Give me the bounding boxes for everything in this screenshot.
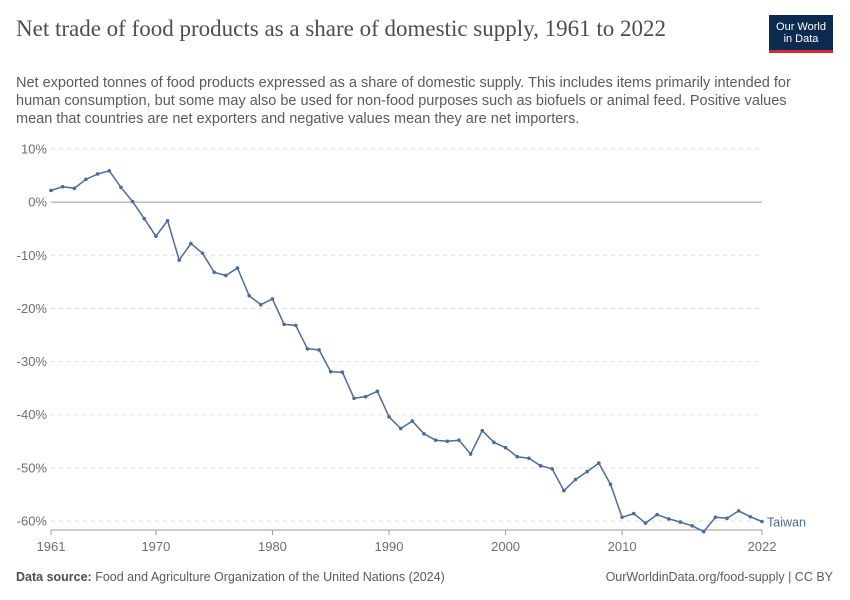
data-source-label: Data source: — [16, 570, 92, 584]
data-point — [760, 519, 764, 524]
data-point — [72, 186, 77, 191]
data-point — [398, 426, 403, 431]
data-point — [95, 172, 100, 176]
chart-subtitle: Net exported tonnes of food products exp… — [16, 75, 791, 127]
data-point — [620, 515, 624, 520]
x-tick-label: 2010 — [608, 539, 637, 554]
data-point — [713, 515, 718, 520]
data-point — [736, 509, 741, 513]
y-tick-label: -20% — [17, 301, 48, 316]
data-point — [142, 216, 147, 221]
data-point — [317, 348, 321, 352]
owid-logo[interactable]: Our World in Data — [769, 15, 833, 53]
data-point — [597, 461, 601, 465]
data-point — [631, 511, 636, 516]
data-point — [585, 469, 589, 474]
data-point — [538, 463, 543, 468]
data-point — [165, 218, 170, 223]
data-point — [189, 241, 193, 246]
x-tick-label: 1970 — [141, 539, 170, 554]
y-tick-label: -40% — [17, 407, 48, 422]
data-point — [270, 297, 275, 301]
data-point — [480, 428, 485, 433]
data-source: Data source: Food and Agriculture Organi… — [16, 570, 445, 584]
x-tick-label: 2000 — [491, 539, 520, 554]
data-point — [340, 370, 345, 375]
data-point — [177, 258, 182, 262]
data-point — [678, 520, 683, 524]
data-point — [573, 477, 578, 482]
chart-title: Net trade of food products as a share of… — [16, 16, 667, 41]
data-point — [690, 523, 694, 528]
data-point — [119, 185, 123, 190]
data-source-text: Food and Agriculture Organization of the… — [95, 570, 445, 584]
series-line-taiwan — [50, 170, 763, 533]
data-point — [701, 529, 706, 534]
data-point — [328, 369, 333, 374]
data-point — [457, 438, 461, 443]
data-point — [49, 188, 53, 193]
data-point — [433, 438, 438, 443]
data-point — [550, 467, 554, 471]
data-point — [643, 521, 648, 525]
data-point — [259, 302, 263, 307]
data-point — [352, 396, 356, 401]
data-point — [235, 266, 240, 270]
data-point — [247, 293, 251, 298]
data-point — [725, 516, 729, 521]
data-point — [107, 168, 112, 173]
data-point — [84, 177, 88, 182]
x-tick-label: 1980 — [258, 539, 287, 554]
data-point — [60, 184, 65, 189]
y-tick-label: -30% — [17, 354, 48, 369]
data-point — [200, 251, 205, 255]
data-point — [503, 445, 508, 450]
data-point — [130, 199, 135, 204]
data-point — [410, 419, 415, 423]
data-point — [375, 389, 380, 394]
data-point — [293, 323, 298, 328]
y-tick-label: -60% — [17, 514, 48, 529]
data-point — [655, 512, 659, 517]
y-tick-label: 10% — [21, 142, 47, 157]
data-point — [224, 273, 228, 278]
logo-line-2: in Data — [783, 33, 819, 45]
footer-link[interactable]: OurWorldinData.org/food-supply | CC BY — [605, 570, 833, 584]
series-label: Taiwan — [767, 516, 806, 530]
data-point — [363, 394, 368, 399]
data-point — [666, 517, 671, 521]
data-point — [445, 439, 450, 444]
data-point — [387, 415, 391, 419]
x-tick-label: 1990 — [375, 539, 404, 554]
logo-line-1: Our World — [776, 21, 826, 33]
y-tick-label: -50% — [17, 460, 48, 475]
y-tick-label: 0% — [28, 195, 47, 210]
x-tick-label: 2022 — [748, 539, 777, 554]
x-tick-label: 1961 — [37, 539, 66, 554]
data-point — [562, 488, 566, 493]
data-point — [492, 440, 496, 445]
y-tick-label: -10% — [17, 248, 48, 263]
data-point — [282, 322, 286, 327]
data-point — [515, 454, 520, 459]
data-point — [305, 347, 310, 351]
data-point — [468, 452, 473, 456]
data-point — [212, 270, 216, 275]
data-point — [608, 482, 613, 487]
data-point — [527, 456, 531, 461]
data-point — [154, 234, 158, 238]
data-point — [422, 432, 426, 436]
data-point — [748, 514, 753, 519]
